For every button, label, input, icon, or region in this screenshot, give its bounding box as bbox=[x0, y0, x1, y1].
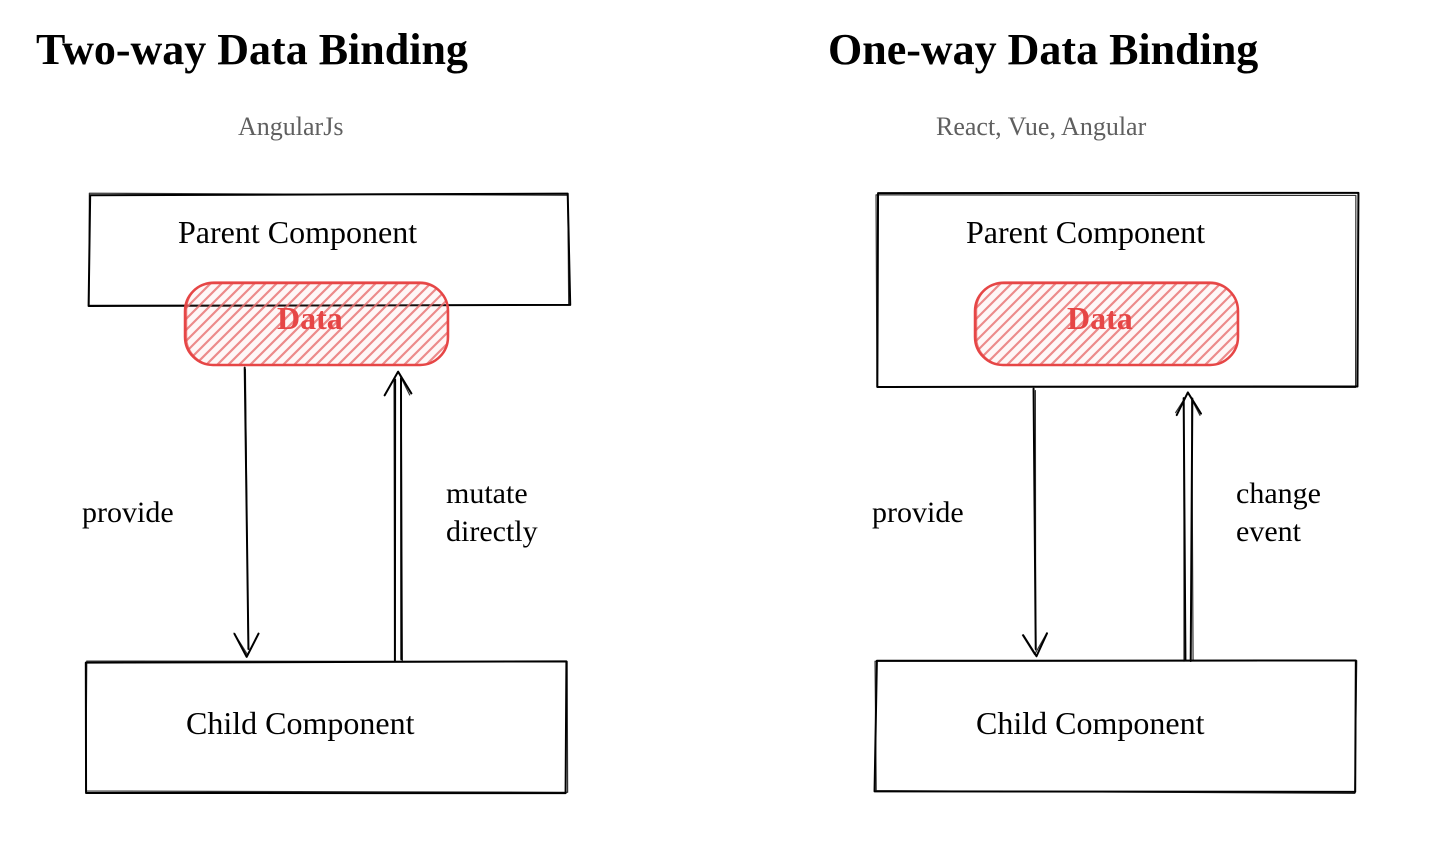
right-parent-label: Parent Component bbox=[966, 214, 1205, 251]
left-subtitle: AngularJs bbox=[238, 112, 343, 142]
left-mutate-label: mutate directly bbox=[446, 475, 538, 550]
right-child-label: Child Component bbox=[976, 705, 1204, 742]
left-data-label: Data bbox=[277, 300, 343, 337]
right-subtitle: React, Vue, Angular bbox=[936, 112, 1146, 142]
left-child-label: Child Component bbox=[186, 705, 414, 742]
left-provide-label: provide bbox=[82, 494, 174, 532]
diagram-canvas: Two-way Data Binding AngularJs One-way D… bbox=[0, 0, 1456, 853]
right-title: One-way Data Binding bbox=[828, 24, 1258, 75]
right-provide-label: provide bbox=[872, 494, 964, 532]
left-title: Two-way Data Binding bbox=[36, 24, 468, 75]
right-data-label: Data bbox=[1067, 300, 1133, 337]
left-parent-label: Parent Component bbox=[178, 214, 417, 251]
right-change-label: change event bbox=[1236, 475, 1321, 550]
